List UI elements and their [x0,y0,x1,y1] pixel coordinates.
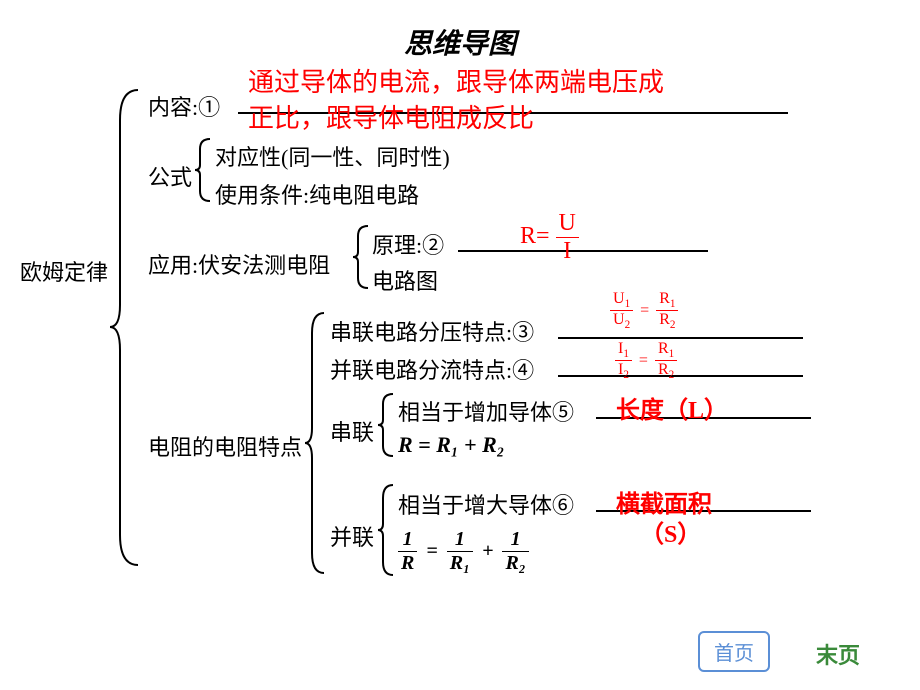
last-page-link[interactable]: 末页 [816,638,860,670]
formula-r-ui: R= U I [520,210,579,265]
formula-parallel-r: 1 R = 1 R₁ + 1 R₂ [398,528,529,575]
main-bracket [108,85,148,570]
series-feature: 串联电路分压特点:③ [330,315,534,347]
series-feature-underline [558,337,803,339]
app-sub1: 原理:② [372,228,444,260]
parallel-sub1: 相当于增大导体⑥ [398,488,574,520]
answer-1-line1: 通过导体的电流，跟导体两端电压成 [248,62,664,99]
formula-sub2: 使用条件:纯电阻电路 [215,178,419,210]
formula-sub1: 对应性(同一性、同时性) [215,140,450,172]
parallel-feature: 并联电路分流特点:④ [330,353,534,385]
app-sub2: 电路图 [372,264,438,296]
formula-ratio-i: I1 I2 = R1 R2 [615,340,677,381]
application-node: 应用:伏安法测电阻 [148,248,330,280]
parallel-bracket [375,480,400,580]
formula-series-r: R = R₁ + R₂ [398,432,504,458]
home-button[interactable]: 首页 [698,631,770,672]
answer-5: 长度（L） [616,390,728,425]
formula-node: 公式 [148,160,192,192]
formula-bracket [192,135,217,205]
series-sub1: 相当于增加导体⑤ [398,395,574,427]
parallel-feature-underline [558,375,803,377]
answer-6-l2: （S） [640,514,701,549]
formula-ratio-u: U1 U2 = R1 R2 [610,290,678,331]
series-node: 串联 [330,415,374,447]
series-bracket [375,390,400,460]
root-concept: 欧姆定律 [20,255,108,287]
app-underline [458,250,708,252]
resistance-bracket [302,308,332,578]
answer-1-line2: 正比，跟导体电阻成反比 [248,98,534,135]
content-node: 内容:① [148,90,220,122]
page-title: 思维导图 [0,22,920,62]
parallel-node: 并联 [330,520,374,552]
resistance-node: 电阻的电阻特点 [148,430,302,462]
